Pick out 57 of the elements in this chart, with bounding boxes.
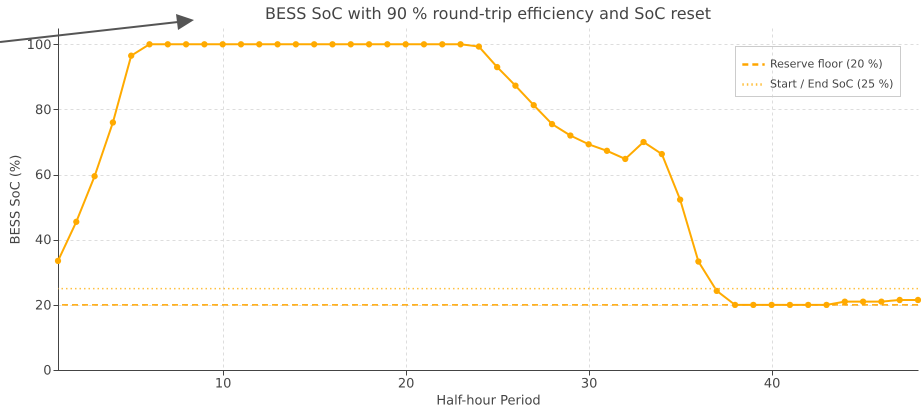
point xyxy=(128,52,134,59)
y-tick-label: 40 xyxy=(34,233,52,248)
y-axis-title: BESS SoC (%) xyxy=(8,154,24,244)
point xyxy=(54,258,62,264)
point xyxy=(494,64,500,70)
point xyxy=(73,218,80,225)
point xyxy=(256,41,262,48)
point xyxy=(914,296,921,304)
x-tick-label: 30 xyxy=(580,376,598,392)
point xyxy=(640,138,647,146)
y-tick-label: 100 xyxy=(26,38,52,53)
point xyxy=(182,41,190,48)
point xyxy=(896,296,903,304)
point xyxy=(311,41,318,48)
point xyxy=(220,41,226,48)
point xyxy=(676,196,684,203)
y-tick-label: 80 xyxy=(34,102,52,118)
point xyxy=(567,132,574,139)
point xyxy=(366,41,372,48)
x-axis-title: Half-hour Period xyxy=(436,394,541,407)
point xyxy=(274,41,281,48)
point xyxy=(384,41,391,48)
x-tick-label: 10 xyxy=(214,376,232,392)
point xyxy=(329,41,336,48)
point xyxy=(530,102,537,108)
legend-label: Reserve floor (20 %) xyxy=(770,58,883,70)
point xyxy=(842,298,848,305)
point xyxy=(238,41,244,48)
point xyxy=(695,258,702,265)
point xyxy=(91,173,98,180)
point xyxy=(512,82,519,89)
point xyxy=(585,141,592,148)
point xyxy=(201,41,208,48)
point xyxy=(860,298,866,305)
point xyxy=(146,41,153,48)
y-tick-label: 60 xyxy=(34,168,52,184)
x-tick-label: 20 xyxy=(398,376,414,392)
point xyxy=(402,41,409,48)
point xyxy=(457,41,464,48)
point xyxy=(714,288,720,294)
x-tick-label: 40 xyxy=(764,376,780,392)
point xyxy=(110,119,116,126)
point xyxy=(604,148,610,154)
point xyxy=(420,41,428,48)
point xyxy=(439,41,446,48)
legend-label: Start / End SoC (25 %) xyxy=(770,78,894,90)
point xyxy=(622,156,628,162)
y-tick-label: 0 xyxy=(43,364,52,378)
point xyxy=(658,150,665,158)
point xyxy=(878,298,885,305)
point xyxy=(348,41,354,48)
point xyxy=(548,120,556,128)
point xyxy=(292,41,300,48)
y-tick-label: 20 xyxy=(34,298,52,314)
chart-title: BESS SoC with 90 % round-trip efficiency and SoC reset xyxy=(264,4,712,23)
point xyxy=(476,43,482,50)
point xyxy=(164,41,171,48)
